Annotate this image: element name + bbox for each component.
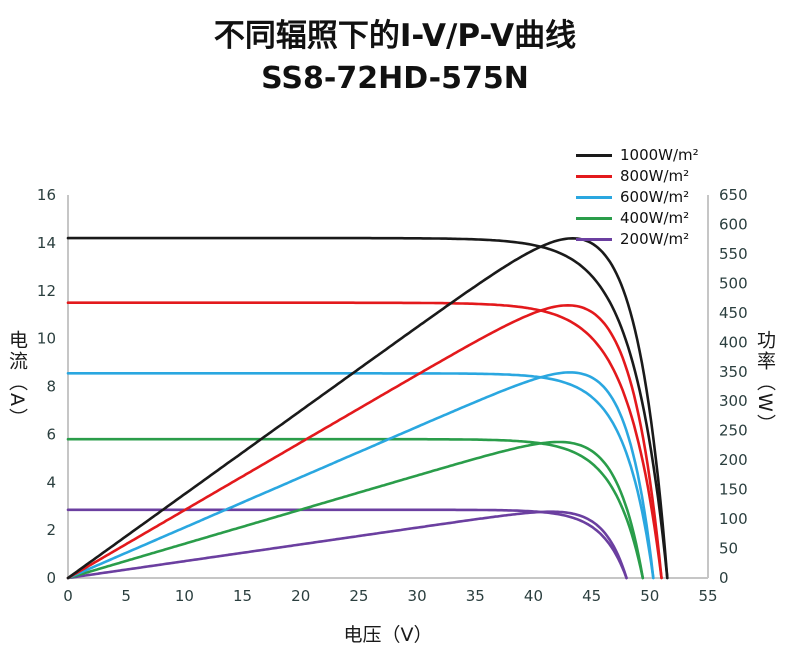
iv-curve-200W/m²: [66, 508, 628, 580]
legend-label: 800W/m²: [620, 167, 690, 185]
legend-item-600W/m²: 600W/m²: [576, 188, 699, 206]
right-tick-label: 350: [719, 363, 748, 381]
pv-curve-200W/m²: [66, 510, 628, 580]
x-tick-label: 40: [524, 587, 543, 605]
legend-item-800W/m²: 800W/m²: [576, 167, 699, 185]
chart-title-line1: 不同辐照下的I-V/P-V曲线: [213, 18, 577, 54]
right-tick-label: 650: [719, 186, 748, 204]
left-axis-label: 电流（A）: [6, 330, 28, 429]
right-tick-label: 450: [719, 304, 748, 322]
left-tick-label: 10: [37, 330, 56, 348]
x-tick-label: 5: [121, 587, 131, 605]
pv-curve-600W/m²: [66, 371, 655, 580]
right-tick-label: 500: [719, 274, 748, 292]
x-tick-label: 0: [63, 587, 73, 605]
left-tick-label: 8: [46, 378, 56, 396]
right-axis-label: 功率（W）: [754, 330, 776, 435]
chart-title-line2: SS8-72HD-575N: [261, 61, 529, 96]
pv-curve-800W/m²: [66, 303, 663, 580]
right-tick-label: 250: [719, 422, 748, 440]
left-tick-label: 6: [46, 425, 56, 443]
right-tick-label: 550: [719, 245, 748, 263]
right-tick-label: 300: [719, 392, 748, 410]
right-tick-label: 0: [719, 569, 729, 587]
pv-curve-1000W/m²: [66, 236, 669, 580]
x-tick-label: 10: [175, 587, 194, 605]
iv-curve-400W/m²: [66, 437, 645, 580]
left-tick-label: 0: [46, 569, 56, 587]
iv-curve-1000W/m²: [66, 236, 669, 580]
legend-line-swatch: [576, 216, 612, 220]
legend-line-swatch: [576, 174, 612, 178]
legend-label: 600W/m²: [620, 188, 690, 206]
right-tick-label: 150: [719, 481, 748, 499]
legend-line-swatch: [576, 237, 612, 241]
legend-label: 200W/m²: [620, 230, 690, 248]
legend: 1000W/m² 800W/m² 600W/m² 400W/m² 200W/m²: [576, 146, 699, 248]
legend-line-swatch: [576, 195, 612, 199]
x-tick-label: 45: [582, 587, 601, 605]
legend-item-400W/m²: 400W/m²: [576, 209, 699, 227]
iv-curve-800W/m²: [66, 301, 663, 580]
iv-curve-600W/m²: [66, 372, 655, 580]
x-tick-label: 25: [349, 587, 368, 605]
x-axis-label: 电压（V）: [343, 624, 433, 646]
x-tick-label: 50: [640, 587, 659, 605]
right-tick-label: 400: [719, 333, 748, 351]
right-tick-label: 600: [719, 215, 748, 233]
right-tick-label: 200: [719, 451, 748, 469]
legend-line-swatch: [576, 153, 612, 157]
x-tick-label: 20: [291, 587, 310, 605]
left-tick-label: 2: [46, 521, 56, 539]
chart-title-block: 不同辐照下的I-V/P-V曲线 SS8-72HD-575N: [0, 0, 790, 100]
x-tick-label: 15: [233, 587, 252, 605]
legend-label: 400W/m²: [620, 209, 690, 227]
x-tick-label: 30: [408, 587, 427, 605]
pv-curve-400W/m²: [66, 440, 645, 580]
left-tick-label: 16: [37, 186, 56, 204]
x-tick-label: 55: [698, 587, 717, 605]
left-tick-label: 4: [46, 473, 56, 491]
x-tick-label: 35: [466, 587, 485, 605]
legend-item-1000W/m²: 1000W/m²: [576, 146, 699, 164]
chart-svg: 0 5 10 15 20 25 30 35 40 45 50 55024681012141605010…: [37, 186, 748, 605]
legend-label: 1000W/m²: [620, 146, 699, 164]
left-tick-label: 14: [37, 234, 56, 252]
legend-item-200W/m²: 200W/m²: [576, 230, 699, 248]
right-tick-label: 50: [719, 540, 738, 558]
right-tick-label: 100: [719, 510, 748, 528]
left-tick-label: 12: [37, 282, 56, 300]
